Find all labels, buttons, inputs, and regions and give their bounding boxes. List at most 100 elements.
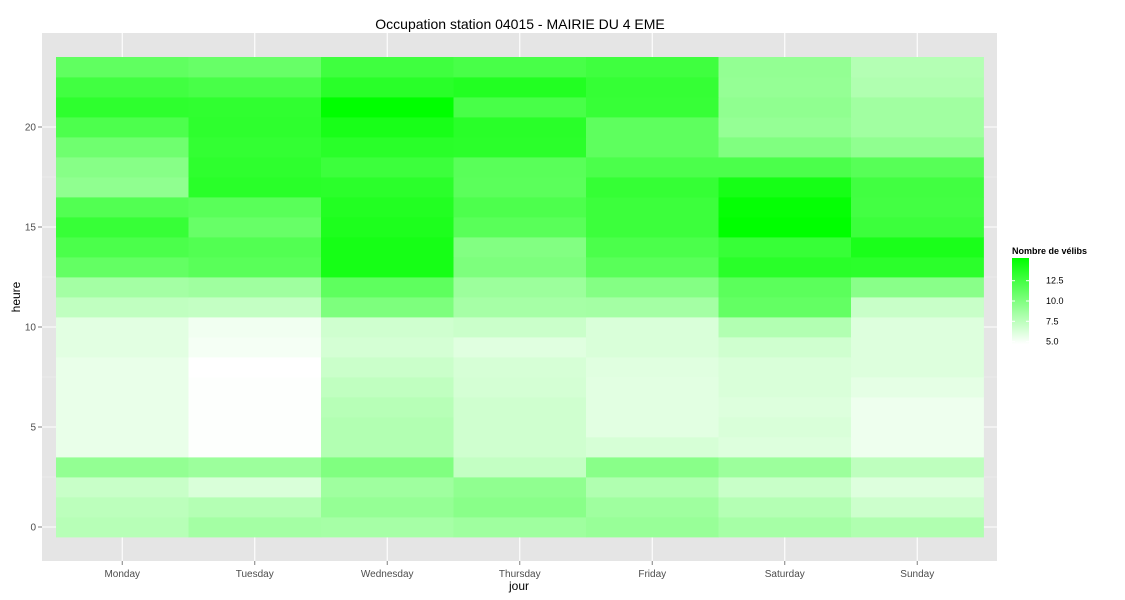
heatmap-tile <box>851 57 984 78</box>
heatmap-tile <box>586 397 719 418</box>
heatmap-tile <box>188 77 322 98</box>
heatmap-tile <box>586 277 719 298</box>
heatmap-tile <box>453 317 587 338</box>
heatmap-tile <box>188 197 322 218</box>
heatmap-tile <box>56 137 189 158</box>
heatmap-tile <box>586 97 719 118</box>
heatmap-tile <box>56 297 189 318</box>
y-tick-label: 20 <box>25 123 37 134</box>
heatmap-tile <box>453 397 587 418</box>
heatmap-tile <box>453 57 587 78</box>
y-tick-label: 10 <box>25 323 37 334</box>
heatmap-tile <box>321 457 454 478</box>
heatmap-tile <box>586 137 719 158</box>
heatmap-tile <box>188 217 322 238</box>
heatmap-tile <box>586 377 719 398</box>
heatmap-tile <box>453 517 587 538</box>
heatmap-tile <box>718 57 852 78</box>
heatmap-tile <box>56 497 189 518</box>
heatmap-tile <box>188 57 322 78</box>
heatmap-tile <box>453 457 587 478</box>
heatmap-tile <box>188 337 322 358</box>
legend: Nombre de vélibs 12.5 10.0 7.5 5.0 <box>1012 246 1087 347</box>
heatmap-tile <box>851 497 984 518</box>
heatmap-tile <box>321 377 454 398</box>
heatmap-tile <box>56 417 189 438</box>
x-tick-label: Sunday <box>900 569 934 580</box>
heatmap-tile <box>56 477 189 498</box>
heatmap-tile <box>453 477 587 498</box>
heatmap-tile <box>453 417 587 438</box>
heatmap-tile <box>321 397 454 418</box>
legend-label: 10.0 <box>1046 296 1064 306</box>
heatmap-tile <box>586 217 719 238</box>
heatmap-tile <box>718 297 852 318</box>
heatmap-tile <box>586 497 719 518</box>
heatmap-tile <box>453 177 587 198</box>
heatmap-tile <box>321 517 454 538</box>
heatmap-tile <box>321 417 454 438</box>
heatmap-tile <box>586 417 719 438</box>
heatmap-tile <box>718 137 852 158</box>
legend-label: 7.5 <box>1046 316 1059 326</box>
heatmap-tile <box>718 377 852 398</box>
heatmap-tile <box>718 477 852 498</box>
heatmap-tile <box>851 97 984 118</box>
heatmap-tile <box>56 157 189 178</box>
heatmap-tile <box>453 237 587 258</box>
heatmap-tile <box>453 357 587 378</box>
heatmap-tile <box>321 157 454 178</box>
heatmap-tile <box>586 237 719 258</box>
heatmap-tile <box>851 297 984 318</box>
heatmap-tile <box>56 317 189 338</box>
heatmap-tile <box>718 197 852 218</box>
heatmap-tile <box>321 277 454 298</box>
heatmap-tile <box>188 97 322 118</box>
heatmap-tile <box>56 117 189 138</box>
heatmap-tile <box>851 417 984 438</box>
heatmap-tile <box>321 317 454 338</box>
heatmap-tile <box>718 317 852 338</box>
heatmap-tile <box>586 437 719 458</box>
heatmap-tile <box>851 177 984 198</box>
x-tick-label: Thursday <box>499 569 541 580</box>
legend-label: 12.5 <box>1046 276 1064 286</box>
heatmap-tile <box>188 357 322 378</box>
x-tick-label: Saturday <box>765 569 805 580</box>
legend-label: 5.0 <box>1046 337 1059 347</box>
heatmap-tile <box>586 77 719 98</box>
heatmap-tile <box>851 457 984 478</box>
heatmap-tile <box>188 517 322 538</box>
heatmap-tile <box>718 117 852 138</box>
heatmap-tile <box>851 517 984 538</box>
heatmap-tile <box>453 117 587 138</box>
legend-title: Nombre de vélibs <box>1012 246 1087 256</box>
heatmap-tile <box>188 297 322 318</box>
axes: 0 5 10 15 20 Monday Tuesday Wednesday Thursday Fr… <box>25 123 934 581</box>
heatmap-tile <box>188 477 322 498</box>
heatmap-tile <box>718 337 852 358</box>
heatmap-tile <box>586 157 719 178</box>
heatmap-tile <box>188 177 322 198</box>
heatmap-tile <box>586 457 719 478</box>
heatmap-tile <box>586 117 719 138</box>
heatmap-tile <box>718 237 852 258</box>
heatmap-tile <box>851 217 984 238</box>
heatmap-tile <box>56 197 189 218</box>
heatmap-tile <box>56 397 189 418</box>
heatmap-tile <box>56 57 189 78</box>
heatmap-tile <box>718 397 852 418</box>
heatmap-tile <box>851 477 984 498</box>
heatmap-tile <box>321 437 454 458</box>
heatmap-tile <box>718 517 852 538</box>
heatmap-tile <box>586 257 719 278</box>
heatmap-tile <box>56 457 189 478</box>
heatmap-tile <box>718 417 852 438</box>
heatmap-tile <box>718 357 852 378</box>
x-tick-label: Friday <box>638 569 666 580</box>
heatmap-tile <box>188 397 322 418</box>
heatmap-tile <box>718 457 852 478</box>
heatmap-tile <box>851 237 984 258</box>
heatmap-tile <box>56 517 189 538</box>
